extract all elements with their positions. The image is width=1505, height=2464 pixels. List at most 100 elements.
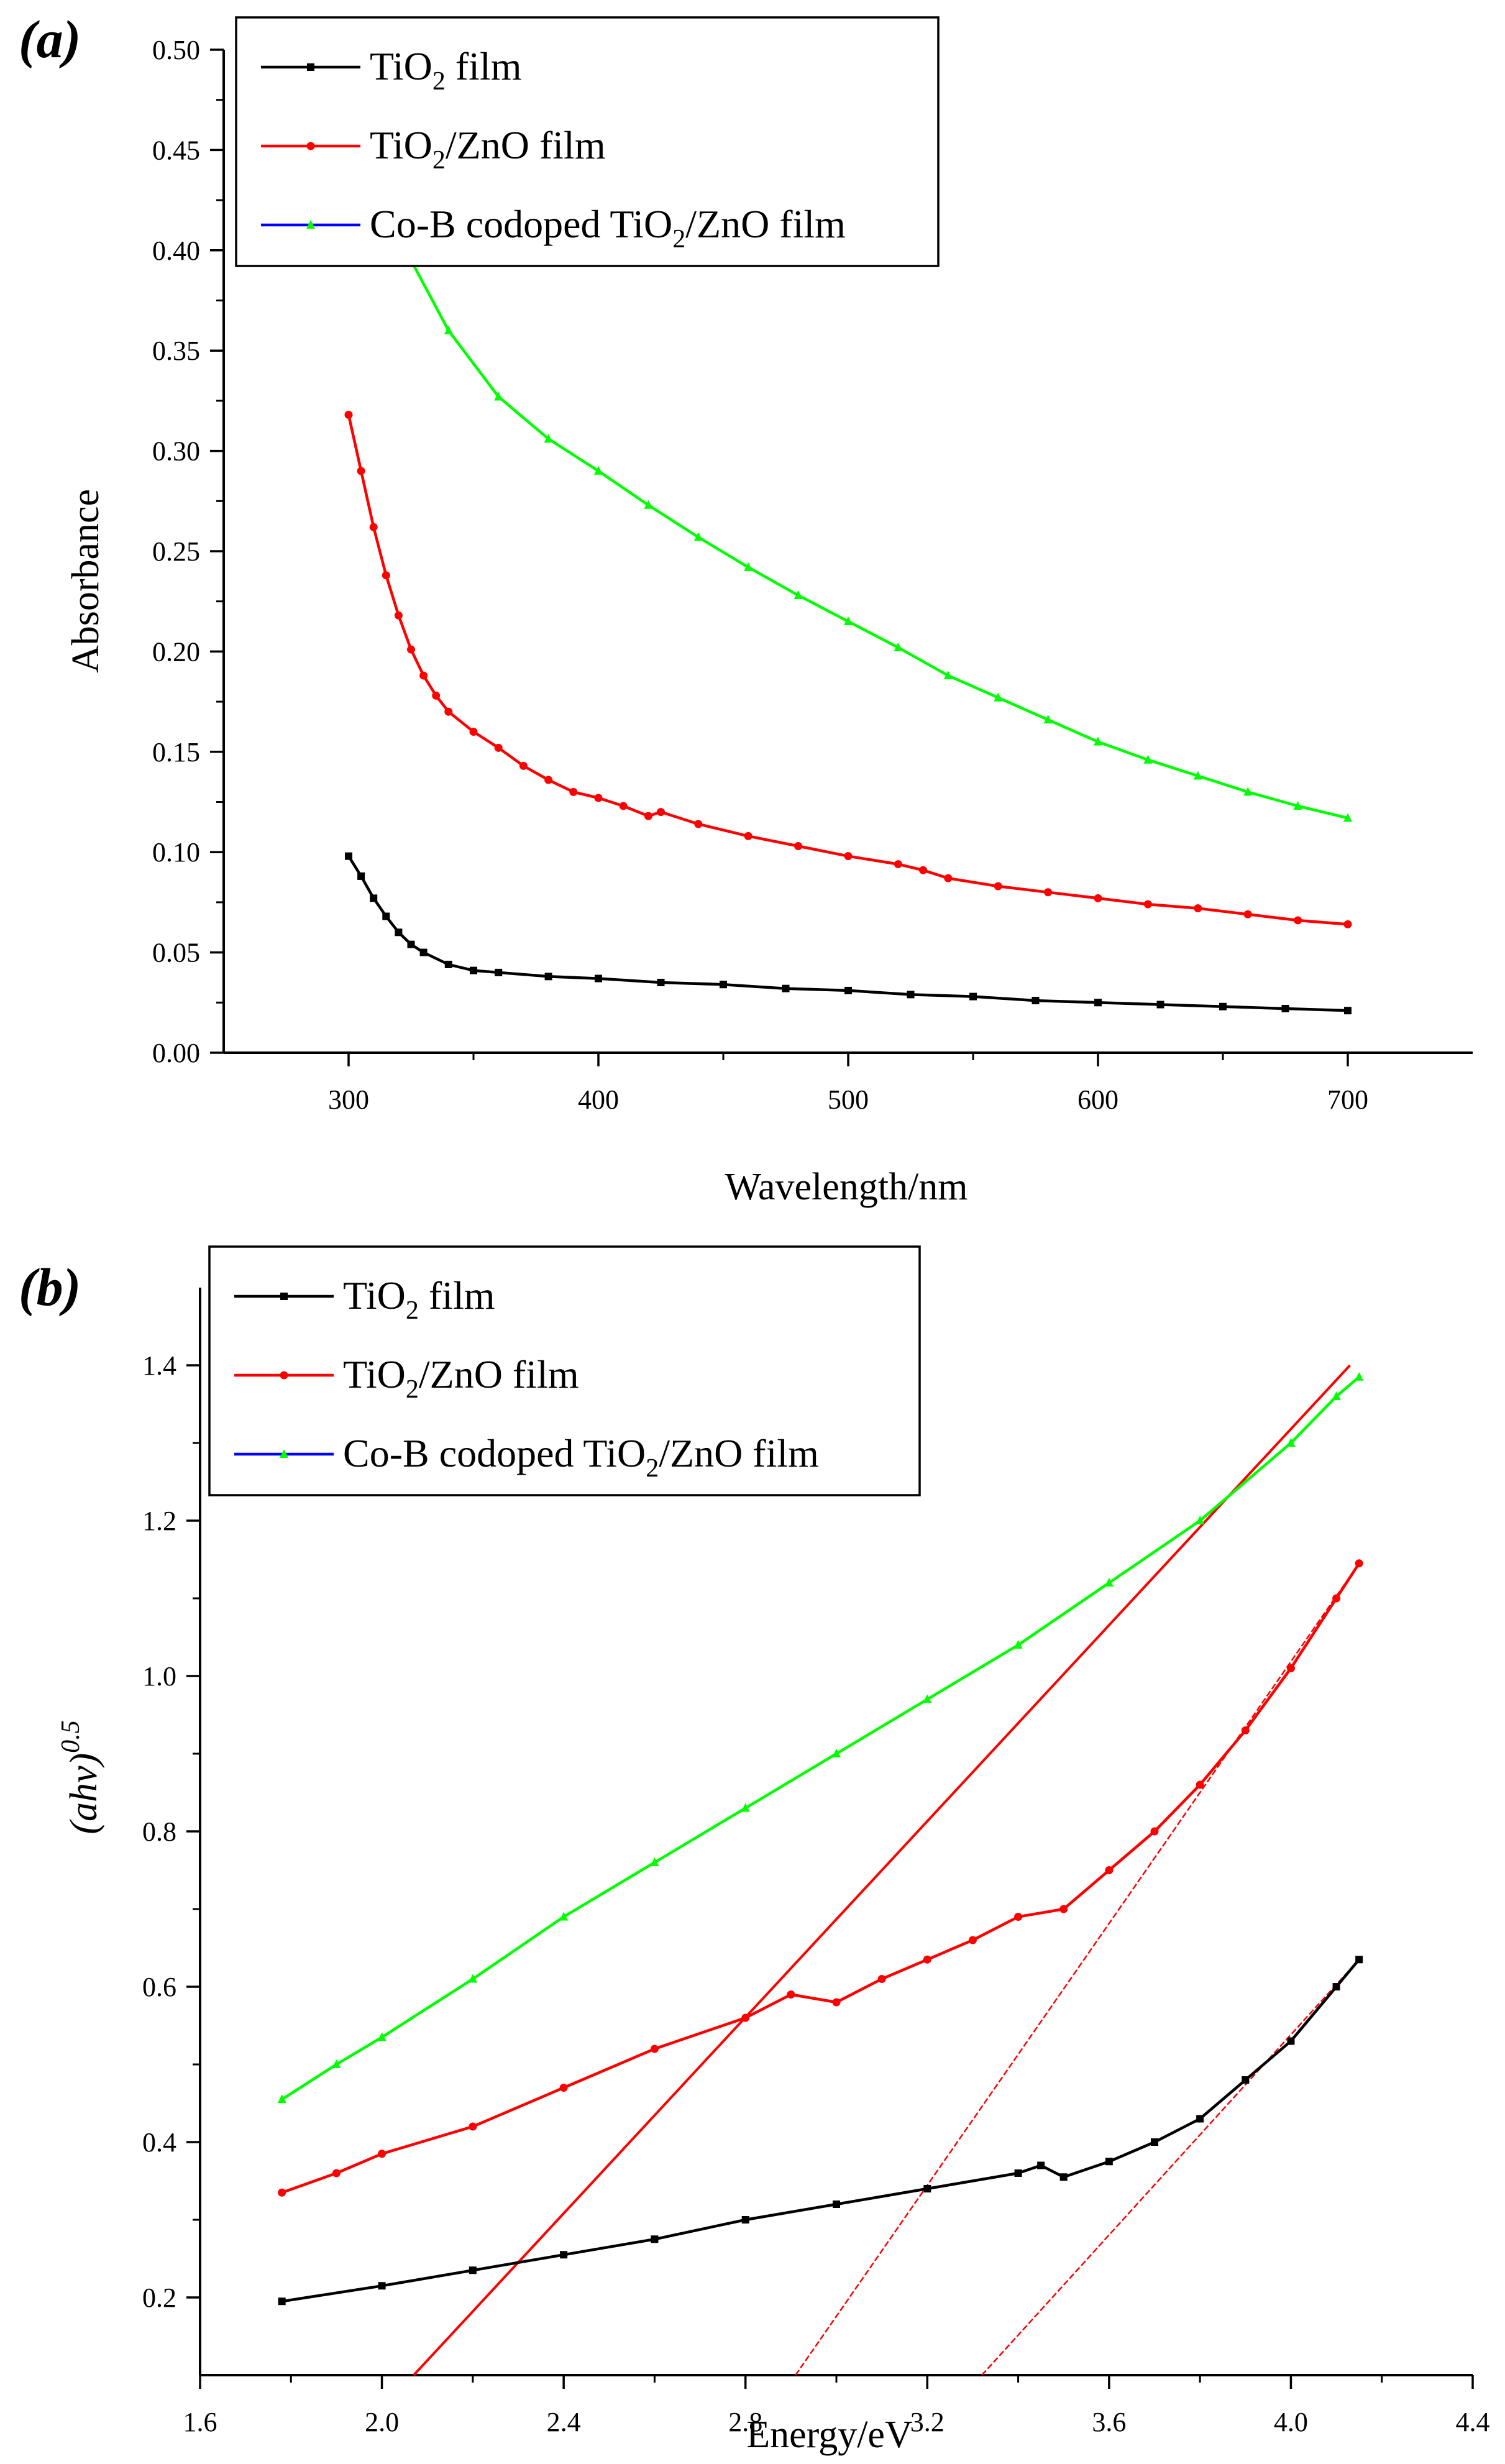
data-point (1332, 1391, 1341, 1400)
data-point (741, 1803, 750, 1812)
data-point (378, 2150, 387, 2158)
data-point (595, 974, 602, 982)
data-point (994, 882, 1002, 891)
data-point (619, 802, 628, 810)
panel-a: (a) 300 400 500 600 700 0.00 0.05 0.10 0.15 0.20 0… (19, 9, 1473, 1208)
data-point (432, 691, 441, 700)
data-point (693, 532, 703, 541)
data-point (1243, 910, 1252, 918)
data-point (923, 1694, 932, 1703)
data-point (833, 2201, 840, 2208)
data-point (744, 831, 752, 840)
data-point (469, 2122, 477, 2131)
x-tick-label: 700 (1327, 1084, 1368, 1115)
data-point (407, 940, 415, 948)
data-point (1143, 754, 1153, 764)
data-point (1293, 800, 1302, 810)
legend-label: TiO2/ZnO film (370, 123, 606, 175)
data-point (1150, 1827, 1159, 1836)
data-point (444, 325, 453, 334)
data-point (559, 1912, 569, 1921)
data-point (1219, 1002, 1227, 1010)
data-point (1156, 1001, 1164, 1009)
data-point (969, 992, 977, 1001)
legend-marker (306, 220, 315, 229)
data-point (594, 465, 603, 475)
data-point (469, 728, 478, 736)
data-point (1281, 1004, 1289, 1012)
data-point (419, 948, 428, 956)
data-point (944, 874, 953, 882)
data-point (1193, 771, 1202, 780)
y-tick-label: 0.25 (152, 536, 200, 567)
data-point (1105, 2158, 1113, 2166)
data-point (1196, 1780, 1204, 1789)
data-point (1104, 1578, 1114, 1587)
y-tick-label: 0.4 (142, 2127, 176, 2158)
y-tick-label: 1.0 (142, 1661, 176, 1692)
y-tick-label: 0.15 (152, 737, 200, 767)
data-point (657, 808, 665, 817)
data-point (377, 2032, 387, 2041)
data-point (278, 2188, 286, 2197)
y-tick-label: 0.05 (152, 938, 200, 968)
data-point (469, 2266, 477, 2274)
legend-label: TiO2/ZnO film (343, 1352, 579, 1404)
data-point (650, 1857, 659, 1866)
panel-b-series (277, 1372, 1364, 2306)
x-tick-label: 500 (828, 1084, 869, 1115)
data-point (657, 979, 665, 987)
data-point (394, 611, 403, 620)
panel-a-label: (a) (19, 9, 81, 69)
data-point (1344, 1007, 1352, 1015)
legend-item: Co-B codoped TiO2/ZnO film (234, 1431, 819, 1483)
panel-a-series (344, 255, 1352, 1015)
data-point (444, 960, 452, 968)
y-tick-label: 0.40 (152, 236, 200, 266)
panel-b-y-axis-title-main: (ahv) (63, 1753, 105, 1834)
data-point (794, 590, 803, 600)
data-point (369, 523, 378, 531)
data-point (1343, 920, 1352, 928)
y-tick-label: 0.30 (152, 436, 200, 467)
x-tick-label: 600 (1077, 1084, 1118, 1115)
data-point (544, 434, 553, 443)
x-tick-label: 3.6 (1092, 2407, 1126, 2437)
legend-item: TiO2/ZnO film (234, 1352, 579, 1404)
data-point (378, 2282, 386, 2290)
data-point (277, 2094, 286, 2104)
y-tick-label: 0.20 (152, 636, 200, 667)
legend-item: TiO2 film (234, 1273, 495, 1325)
data-point (1059, 2173, 1068, 2181)
panel-b-label: (b) (19, 1257, 81, 1317)
data-point (1032, 997, 1040, 1005)
data-point (544, 973, 552, 981)
data-point (1151, 2138, 1158, 2146)
legend-marker (306, 142, 315, 150)
data-point (560, 2251, 568, 2259)
data-point (1241, 1726, 1250, 1734)
data-point (544, 776, 553, 784)
data-point (494, 743, 503, 752)
data-point (832, 1749, 841, 1757)
data-point (968, 1936, 977, 1944)
legend-marker (280, 1449, 288, 1458)
data-point (594, 794, 603, 802)
panel-a-legend: TiO2 film TiO2/ZnO film Co-B codoped TiO2/… (235, 16, 940, 267)
data-point (332, 2169, 341, 2178)
panel-b-x-axis-title: Energy/eV (746, 2414, 913, 2456)
data-point (468, 1974, 477, 1983)
data-point (1343, 813, 1352, 822)
legend-marker (280, 1371, 288, 1380)
legend-label: Co-B codoped TiO2/ZnO film (343, 1431, 819, 1483)
panel-b-y-axis-title-sup: 0.5 (57, 1720, 85, 1753)
tangent-line (981, 1959, 1360, 2376)
data-point (1286, 1664, 1295, 1672)
series-line (278, 1956, 1363, 2306)
data-point (741, 2216, 749, 2224)
data-point (344, 410, 353, 419)
data-point (794, 842, 803, 851)
data-point (994, 692, 1003, 702)
y-tick-label: 0.45 (152, 135, 200, 165)
